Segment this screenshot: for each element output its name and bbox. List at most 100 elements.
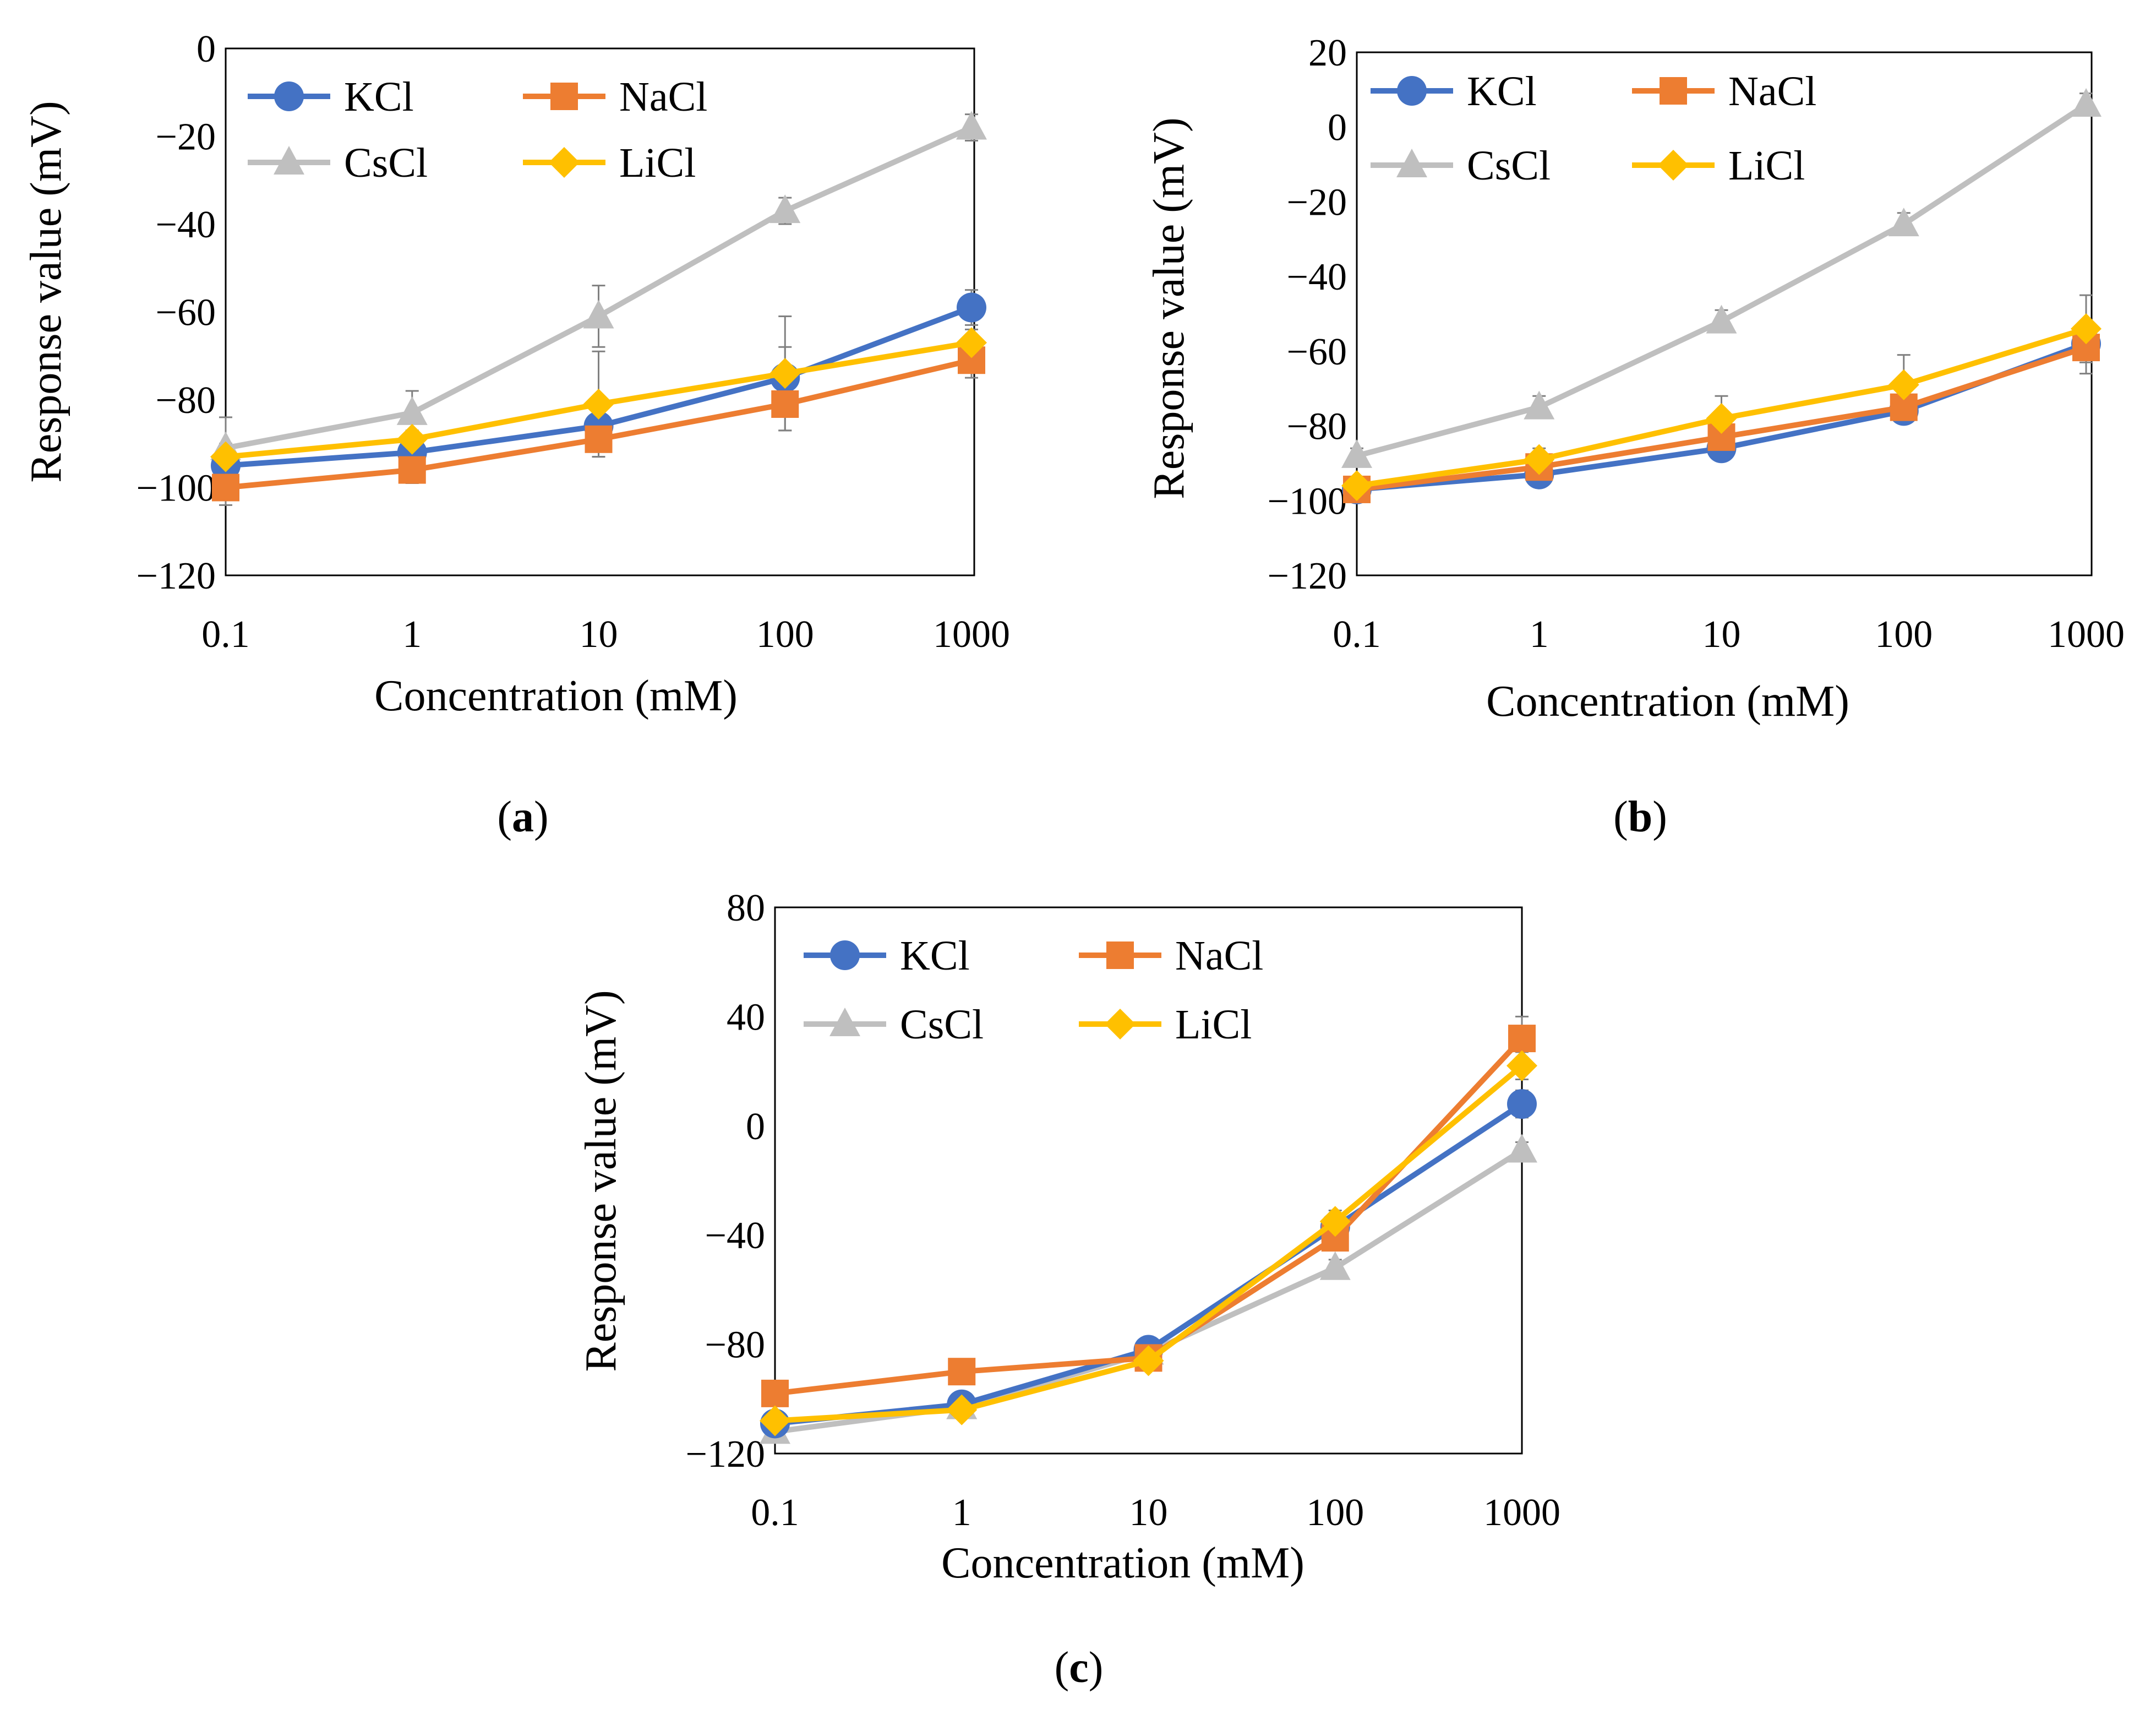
panel-b-cscl-point (1706, 304, 1737, 334)
panel-c-nacl-point (761, 1379, 789, 1407)
panel-c-licl-point (1319, 1206, 1351, 1237)
panel-a-nacl-point (585, 425, 613, 453)
panel-c-nacl-point (1508, 1025, 1536, 1053)
panel-a-ytick-label: 0 (197, 28, 216, 70)
panel-b-caption-letter: b (1628, 793, 1653, 841)
panel-c-licl-point (1133, 1345, 1164, 1376)
panel-a-legend-swatch-marker (550, 83, 578, 110)
panel-b-xtick-label: 1000 (2048, 613, 2125, 656)
panel-b-ytick-label: −100 (1268, 480, 1347, 523)
panel-a-legend: KCl NaCl CsCl LiCl (248, 74, 707, 186)
panel-a-legend-label: KCl (344, 74, 414, 120)
panel-a-ytick-label: −20 (156, 116, 216, 159)
panel-b-xtick-label: 100 (1875, 613, 1933, 656)
panel-c-cscl-point (1507, 1134, 1537, 1163)
panel-b: Concentration (mM) Response value (mV) (… (1145, 117, 1849, 841)
panel-c-xtick-label: 100 (1306, 1492, 1364, 1534)
panel-a-xtick-label: 100 (756, 613, 814, 656)
panel-c-chart: 80 40 0 −40 −80 −120 0.1 1 10 100 1000 KCl NaCl CsCl L… (686, 887, 1560, 1534)
panel-a-legend-swatch-marker (274, 146, 304, 175)
panel-c-legend-swatch-marker (829, 1008, 860, 1036)
panel-b-series-licl (1341, 313, 2102, 502)
panel-b-ytick-label: −40 (1287, 256, 1347, 298)
panel-a-ytick-label: −60 (156, 292, 216, 334)
panel-c-legend-swatch-marker (830, 940, 860, 970)
panel-b-legend-label: LiCl (1728, 143, 1805, 189)
panel-a-legend-label: NaCl (619, 74, 707, 120)
panel-b-licl-point (1524, 444, 1555, 475)
panel-a-series-licl (210, 327, 987, 472)
panel-c-legend-label: LiCl (1175, 1002, 1252, 1048)
panel-c-ytick-label: 40 (727, 996, 765, 1038)
panel-a-caption-letter: a (512, 793, 534, 841)
panel-b-licl-point (1888, 369, 1919, 400)
panel-c-kcl-point (1507, 1089, 1537, 1119)
panel-c-licl-point (760, 1405, 790, 1436)
panel-a-legend-item-cscl: CsCl (248, 140, 428, 186)
panel-c-caption-open: ( (1055, 1643, 1069, 1692)
panel-c-legend-swatch-marker (1105, 1009, 1136, 1039)
panel-b-ytick-label: −60 (1287, 331, 1347, 373)
panel-b-cscl-point (1341, 439, 1372, 468)
panel-a-legend-item-licl: LiCl (523, 140, 696, 186)
panel-b-legend-swatch-marker (1660, 77, 1687, 105)
panel-a-legend-item-nacl: NaCl (523, 74, 707, 120)
panel-c: Concentration (mM) Response value (mV) (… (577, 990, 1304, 1692)
panel-b-cscl-point (1888, 208, 1919, 237)
panel-b-xtick-label: 0.1 (1333, 613, 1381, 656)
panel-a-xtick-label: 0.1 (201, 613, 250, 656)
panel-b-ytick-label: 0 (1328, 107, 1347, 149)
panel-a-licl-point (210, 441, 241, 472)
panel-b-xlabel: Concentration (mM) (1486, 677, 1849, 726)
panel-b-cscl-point (2071, 88, 2102, 117)
panel-a-cscl-point (769, 194, 801, 224)
panel-c-legend-label: CsCl (900, 1002, 984, 1048)
panel-a-chart: 0 −20 −40 −60 −80 −100 −120 0.1 1 10 100 1000 KCl NaC… (137, 28, 1010, 656)
panel-c-ytick-label: 0 (746, 1106, 765, 1148)
panel-b-legend-item-licl: LiCl (1632, 143, 1805, 189)
panel-b-legend-swatch-marker (1658, 150, 1689, 181)
panel-c-caption-close: ) (1089, 1643, 1104, 1692)
panel-a-licl-point (769, 358, 801, 389)
panel-a-cscl-point (396, 396, 428, 425)
panel-a-ylabel: Response value (mV) (22, 101, 70, 482)
panel-c-nacl-point (948, 1358, 976, 1386)
panel-c-xtick-label: 1000 (1483, 1492, 1560, 1534)
panel-b-legend-item-kcl: KCl (1371, 68, 1537, 115)
panel-c-ytick-label: −80 (705, 1324, 765, 1367)
panel-a-xtick-label: 1 (402, 613, 422, 656)
panel-c-plot-frame (774, 906, 1523, 1455)
panel-b-caption: (b) (1613, 793, 1667, 841)
panel-b-ytick-label: −80 (1287, 406, 1347, 448)
panel-b-legend-item-nacl: NaCl (1632, 68, 1816, 115)
panel-c-cscl-point (1319, 1251, 1351, 1280)
panel-a-nacl-point (212, 473, 239, 502)
panel-c-legend-label: KCl (900, 933, 970, 979)
panel-a-legend-item-kcl: KCl (248, 74, 414, 120)
panel-b-legend-swatch-marker (1397, 76, 1427, 106)
panel-a-xtick-label: 10 (580, 613, 618, 656)
panel-a-caption-open: ( (497, 793, 512, 841)
panel-c-legend-item-cscl: CsCl (804, 1002, 984, 1048)
panel-c-legend: KCl NaCl CsCl LiCl (804, 933, 1263, 1048)
panel-b-xtick-label: 10 (1702, 613, 1741, 656)
panel-a-xlabel: Concentration (mM) (374, 672, 738, 720)
panel-c-licl-point (1507, 1050, 1537, 1081)
panel-c-licl-point (946, 1394, 978, 1425)
panel-a-series-nacl (212, 346, 985, 502)
panel-b-caption-open: ( (1613, 793, 1628, 841)
panel-c-ytick-label: −120 (686, 1433, 765, 1476)
panel-a-legend-swatch-marker (549, 147, 580, 178)
panel-c-xtick-label: 0.1 (751, 1492, 799, 1534)
panel-c-legend-label: NaCl (1175, 933, 1263, 979)
panel-b-legend: KCl NaCl CsCl LiCl (1371, 68, 1816, 189)
panel-b-licl-point (2071, 313, 2102, 345)
panel-b-caption-close: ) (1652, 793, 1667, 841)
panel-a-cscl-point (956, 111, 987, 140)
panel-b-series-cscl (1341, 88, 2102, 468)
panel-b-legend-label: CsCl (1467, 143, 1551, 189)
panel-b-legend-label: NaCl (1728, 68, 1816, 115)
panel-b-xtick-label: 1 (1530, 613, 1549, 656)
